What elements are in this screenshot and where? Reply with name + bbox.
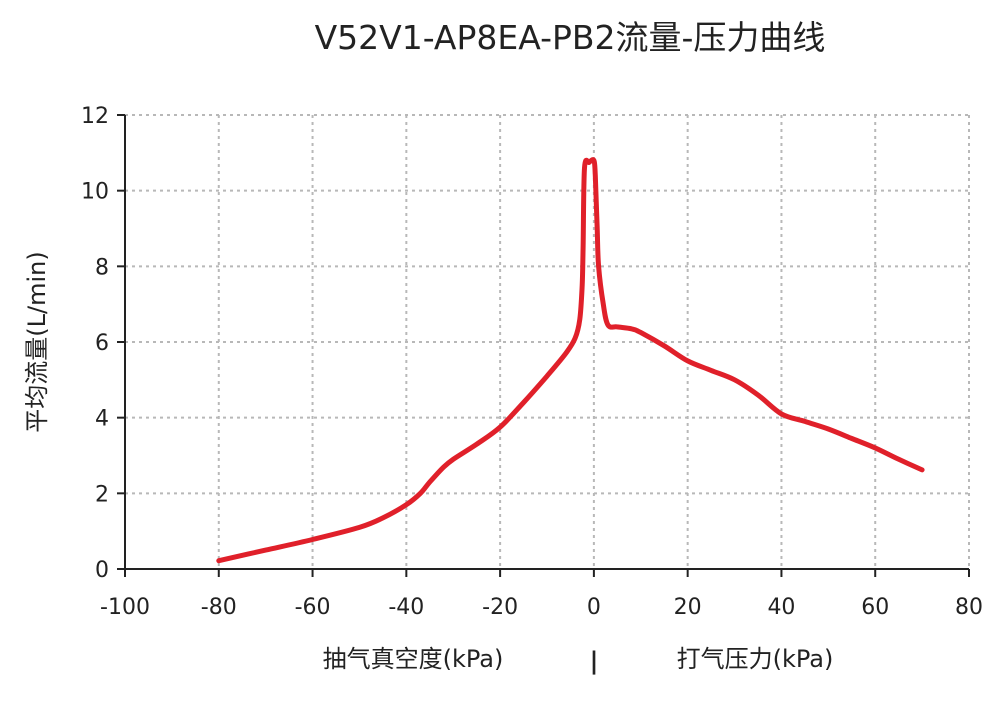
y-tick-label: 2 [95, 482, 109, 507]
y-tick-label: 8 [95, 255, 109, 280]
x-tick-label: -20 [482, 595, 518, 620]
x-axis-title-vacuum: 抽气真空度(kPa) [323, 645, 504, 673]
y-tick-label: 6 [95, 331, 109, 356]
y-tick-label: 10 [81, 180, 109, 205]
x-tick-label: 0 [587, 595, 601, 620]
x-axis-title-separator: | [590, 647, 599, 675]
x-tick-label: 20 [674, 595, 702, 620]
y-tick-label: 12 [81, 104, 109, 129]
flow-curve-line [216, 157, 925, 564]
x-tick-label: -40 [388, 595, 424, 620]
x-tick-label: 60 [861, 595, 889, 620]
x-axis-title-pressure: 打气压力(kPa) [677, 645, 834, 673]
x-tick-label: 80 [955, 595, 983, 620]
x-tick-label: -100 [100, 595, 150, 620]
grid-lines [125, 114, 970, 569]
x-tick-label: -60 [295, 595, 331, 620]
chart-title: V52V1-AP8EA-PB2流量-压力曲线 [315, 18, 826, 57]
x-tick-label: -80 [201, 595, 237, 620]
y-axis-title: 平均流量(L/min) [23, 251, 51, 432]
x-tick-label: 40 [767, 595, 795, 620]
y-axis-ticks: 0 2 4 6 8 10 12 [81, 104, 125, 583]
x-axis-ticks: -100 -80 -60 -40 -20 0 20 40 60 80 [100, 569, 983, 620]
y-tick-label: 0 [95, 558, 109, 583]
y-tick-label: 4 [95, 407, 109, 432]
